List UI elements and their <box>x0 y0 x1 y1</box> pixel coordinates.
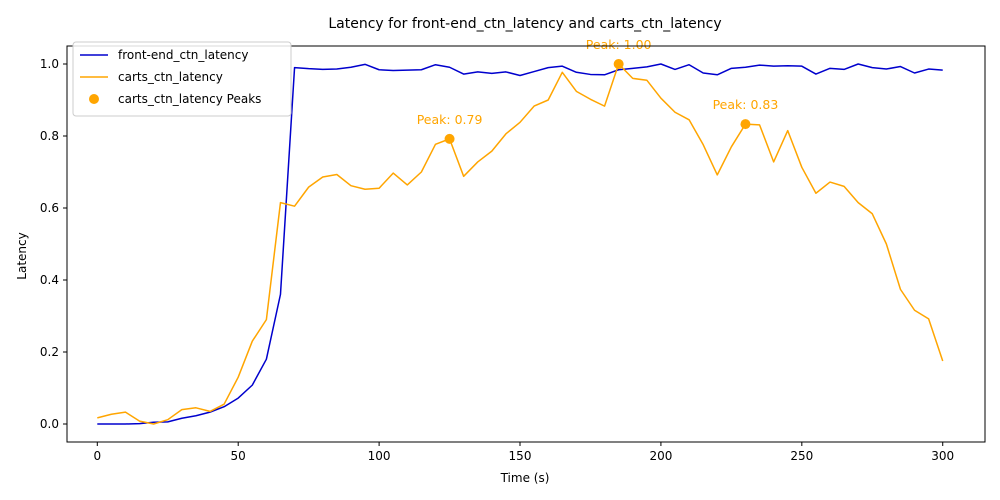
legend: front-end_ctn_latency carts_ctn_latency … <box>72 41 292 117</box>
series-line-front-end <box>97 63 943 425</box>
peak-annotation: Peak: 0.83 <box>713 97 779 112</box>
x-tick-label: 50 <box>231 449 246 463</box>
legend-swatch-peaks <box>89 94 99 104</box>
peak-point <box>444 133 455 144</box>
peak-point <box>740 119 751 130</box>
x-tick-label: 100 <box>368 449 391 463</box>
y-tick-label: 1.0 <box>40 57 59 71</box>
y-tick-label: 0.4 <box>40 273 59 287</box>
y-tick-label: 0.8 <box>40 129 59 143</box>
x-tick-label: 200 <box>649 449 672 463</box>
x-tick-label: 300 <box>931 449 954 463</box>
plot-area: Peak: 0.79 Peak: 1.00 Peak: 0.83 <box>97 37 944 425</box>
y-tick-label: 0.0 <box>40 417 59 431</box>
chart-title: Latency for front-end_ctn_latency and ca… <box>328 16 721 32</box>
x-tick-label: 150 <box>509 449 532 463</box>
x-tick-label: 0 <box>93 449 101 463</box>
y-axis-label: Latency <box>15 232 29 279</box>
x-axis-ticks: 0 50 100 150 200 250 300 <box>93 442 954 463</box>
plot-frame <box>66 45 986 443</box>
legend-label-front-end: front-end_ctn_latency <box>118 48 248 62</box>
x-tick-label: 250 <box>790 449 813 463</box>
peak-annotation: Peak: 0.79 <box>417 112 483 127</box>
y-tick-label: 0.2 <box>40 345 59 359</box>
legend-box <box>72 41 292 117</box>
legend-label-peaks: carts_ctn_latency Peaks <box>118 92 261 106</box>
y-tick-label: 0.6 <box>40 201 59 215</box>
y-axis-ticks: 0.0 0.2 0.4 0.6 0.8 1.0 <box>40 57 67 431</box>
peak-point <box>613 59 624 69</box>
legend-label-carts: carts_ctn_latency <box>118 70 223 84</box>
x-axis-label: Time (s) <box>500 471 550 485</box>
peak-annotation: Peak: 1.00 <box>586 37 652 52</box>
series-line-carts <box>97 63 944 425</box>
